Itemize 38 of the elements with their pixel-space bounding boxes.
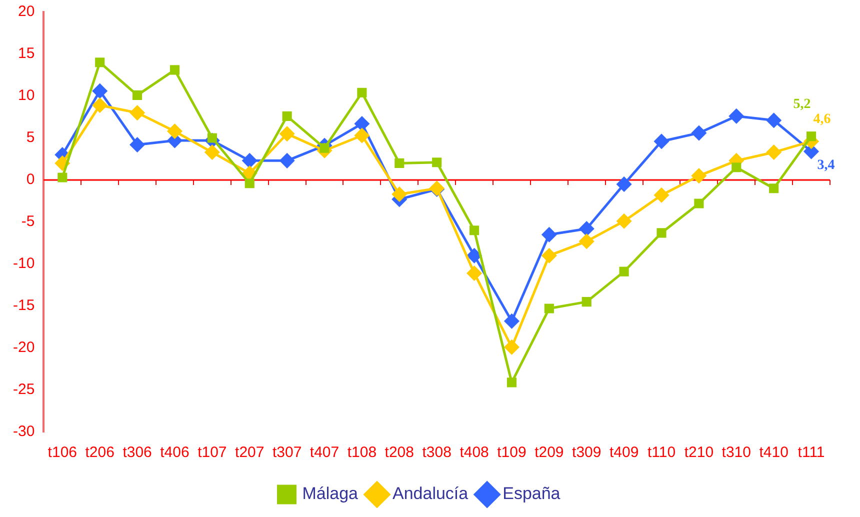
x-tick-label: t306 [122, 444, 152, 462]
x-tick-label: t406 [160, 444, 190, 462]
y-tick-label: -30 [12, 423, 35, 440]
x-tick-label: t106 [48, 444, 78, 462]
x-tick-label: t210 [684, 444, 714, 462]
y-tick-label: -20 [12, 339, 35, 356]
data-label: 3,4 [817, 158, 835, 174]
x-tick-label: t111 [798, 444, 825, 462]
x-tick-label: t309 [572, 444, 602, 462]
legend-label: España [502, 484, 561, 504]
x-tick-label: t208 [384, 444, 414, 462]
x-tick-label: t310 [722, 444, 751, 462]
y-tick-label: -5 [21, 213, 35, 230]
y-tick-label: 0 [26, 171, 35, 188]
x-tick-label: t308 [422, 444, 452, 462]
y-tick-label: 5 [26, 129, 35, 146]
x-tick-label: t408 [460, 444, 489, 462]
x-tick-label: t206 [85, 444, 114, 462]
x-tick-label: t410 [759, 444, 788, 462]
y-tick-label: 10 [18, 87, 35, 104]
x-tick-label: t209 [534, 444, 564, 462]
legend-label: Andalucía [392, 484, 469, 504]
y-tick-label: -10 [12, 255, 35, 272]
x-tick-label: t407 [310, 444, 340, 462]
legend-label: Málaga [302, 484, 359, 504]
x-tick-label: t207 [235, 444, 264, 462]
y-tick-label: -25 [12, 381, 35, 398]
x-tick-label: t108 [347, 444, 377, 462]
x-tick-label: t409 [609, 444, 639, 462]
y-tick-label: -15 [12, 297, 35, 314]
data-label: 5,2 [793, 96, 811, 112]
data-label: 4,6 [813, 112, 831, 127]
y-tick-label: 15 [18, 45, 35, 62]
x-tick-label: t109 [497, 444, 526, 462]
x-tick-label: t107 [198, 444, 227, 462]
y-tick-label: 20 [18, 3, 35, 20]
x-tick-label: t307 [272, 444, 302, 462]
x-tick-label: t110 [647, 444, 676, 462]
